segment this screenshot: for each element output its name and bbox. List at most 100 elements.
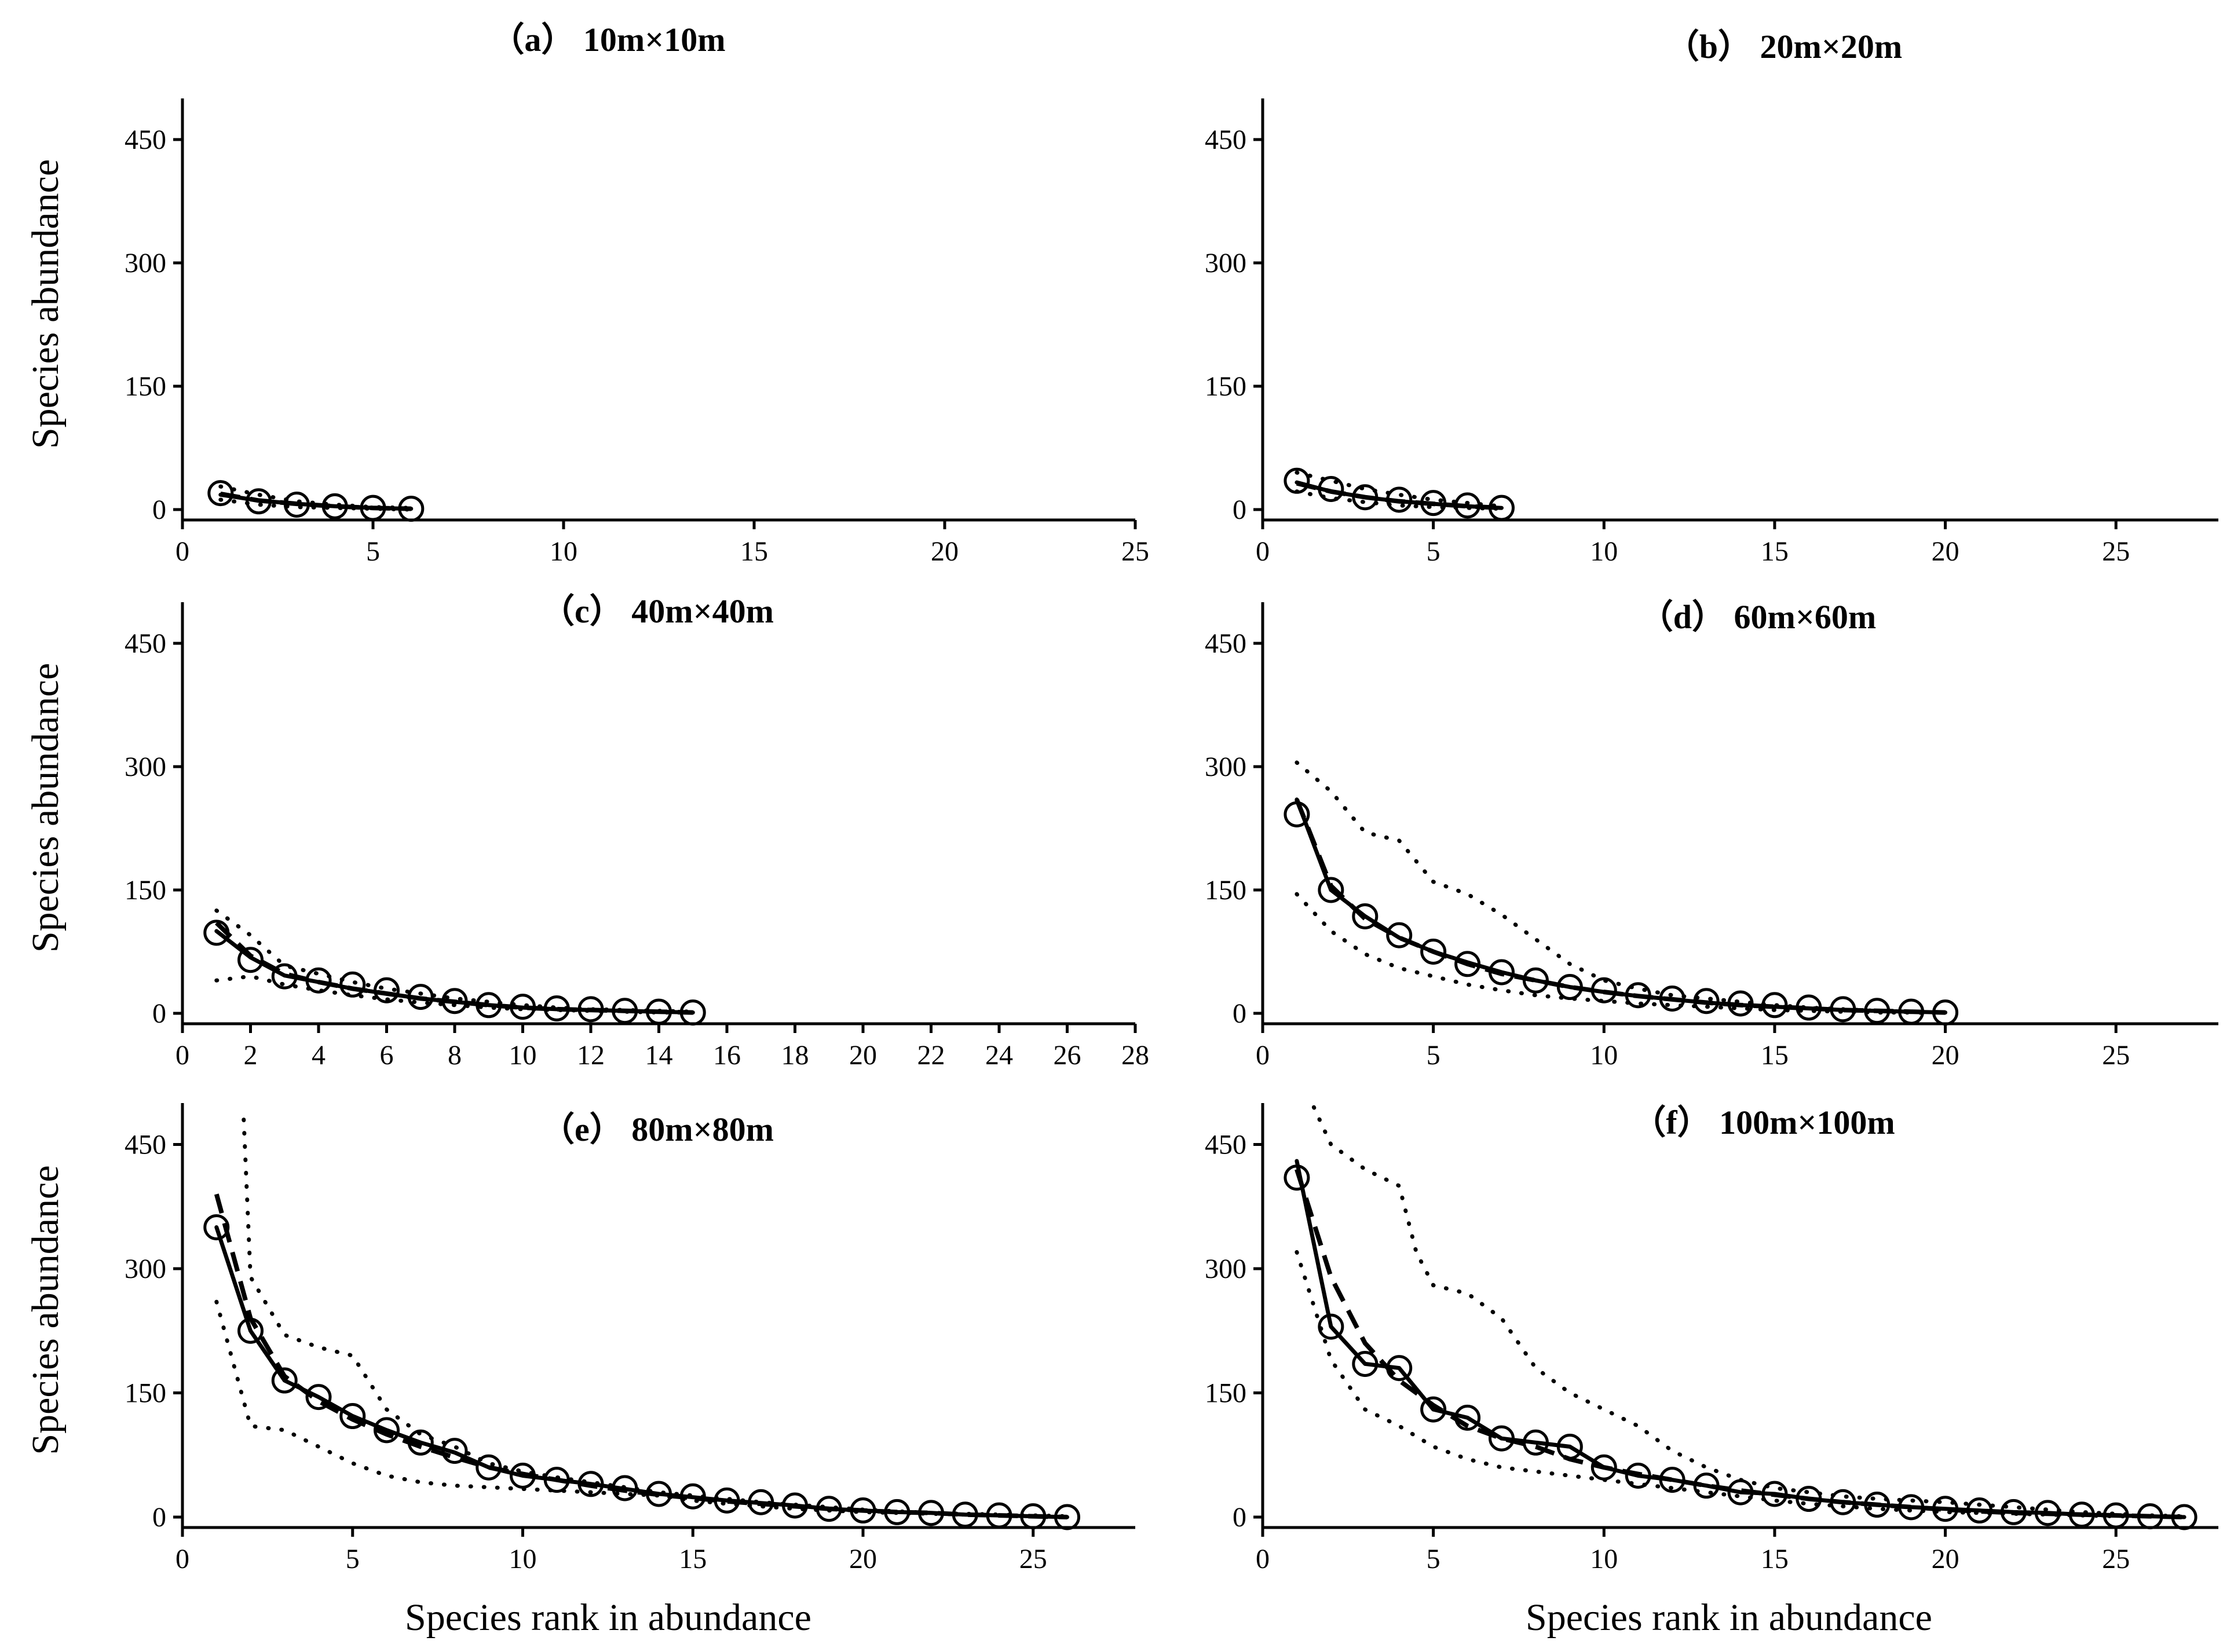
point-a-observed bbox=[207, 480, 234, 507]
x-tick-label-b: 25 bbox=[2102, 536, 2130, 567]
y-axis-label-e: Species abundance bbox=[24, 1165, 67, 1455]
y-tick-label-d: 450 bbox=[1205, 628, 1246, 659]
point-e-observed bbox=[339, 1403, 366, 1430]
x-tick-label-a: 15 bbox=[740, 536, 768, 567]
x-tick-label-c: 2 bbox=[244, 1040, 258, 1071]
x-tick-label-b: 0 bbox=[1256, 536, 1270, 567]
line-a-lower bbox=[218, 497, 414, 512]
x-tick-label-f: 5 bbox=[1427, 1544, 1440, 1574]
x-tick-label-c: 4 bbox=[312, 1040, 326, 1071]
y-tick-label-c: 150 bbox=[125, 875, 166, 906]
line-d-fitted bbox=[1295, 797, 1948, 1015]
line-b-upper bbox=[1295, 470, 1504, 508]
y-tick-label-f: 300 bbox=[1205, 1254, 1246, 1284]
point-c-observed bbox=[237, 947, 264, 973]
x-tick-label-c: 20 bbox=[849, 1040, 877, 1071]
x-tick-label-e: 0 bbox=[175, 1544, 189, 1574]
point-f-observed bbox=[1420, 1396, 1447, 1423]
line-e-lower bbox=[214, 1299, 1069, 1519]
y-tick-label-d: 300 bbox=[1205, 752, 1246, 782]
shared-xlabel-left: Species rank in abundance bbox=[405, 1596, 811, 1639]
x-tick-label-e: 25 bbox=[1019, 1544, 1047, 1574]
panel-c: （c） 40m×40m Species abundance 0 150 300 450 0 2… bbox=[24, 592, 1149, 1071]
line-d-lower bbox=[1295, 892, 1948, 1016]
line-f-fitted bbox=[1295, 1159, 2187, 1519]
x-tick-label-f: 15 bbox=[1761, 1544, 1789, 1574]
y-tick-label-b: 300 bbox=[1205, 248, 1246, 279]
point-f-observed bbox=[1318, 1313, 1344, 1340]
x-tick-label-c: 14 bbox=[645, 1040, 673, 1071]
x-tick-label-f: 0 bbox=[1256, 1544, 1270, 1574]
point-c-observed bbox=[339, 971, 366, 998]
x-tick-label-f: 10 bbox=[1590, 1544, 1618, 1574]
y-tick-label-b: 0 bbox=[1233, 494, 1246, 525]
line-d-mean bbox=[1295, 798, 1946, 1015]
x-tick-label-f: 25 bbox=[2102, 1544, 2130, 1574]
panel-b: （b） 20m×20m 0 150 300 450 0 5 10 15 20 25 bbox=[1205, 28, 2218, 567]
x-tick-label-a: 10 bbox=[550, 536, 577, 567]
x-tick-label-f: 20 bbox=[1932, 1544, 1959, 1574]
y-tick-label-f: 450 bbox=[1205, 1130, 1246, 1160]
x-tick-label-b: 5 bbox=[1427, 536, 1440, 567]
x-tick-label-a: 0 bbox=[175, 536, 189, 567]
line-c-upper bbox=[214, 909, 695, 1014]
x-tick-label-c: 12 bbox=[577, 1040, 605, 1071]
x-tick-label-b: 20 bbox=[1932, 536, 1959, 567]
x-tick-label-d: 5 bbox=[1427, 1040, 1440, 1071]
panel-title-d: （d） 60m×60m bbox=[1640, 598, 1876, 636]
point-e-observed bbox=[203, 1214, 230, 1240]
x-tick-label-e: 15 bbox=[679, 1544, 707, 1574]
panel-title-a: （a） 10m×10m bbox=[491, 21, 725, 58]
y-tick-label-d: 0 bbox=[1233, 998, 1246, 1029]
point-d-observed bbox=[1386, 922, 1413, 948]
x-tick-label-d: 25 bbox=[2102, 1040, 2130, 1071]
x-tick-label-b: 15 bbox=[1761, 536, 1789, 567]
x-tick-label-b: 10 bbox=[1590, 536, 1618, 567]
panel-a: （a） 10m×10m Species abundance 0 150 300 450 0 5… bbox=[24, 21, 1149, 567]
x-tick-label-c: 16 bbox=[713, 1040, 741, 1071]
y-tick-label-e: 450 bbox=[125, 1130, 166, 1160]
y-tick-label-e: 0 bbox=[152, 1502, 166, 1533]
x-tick-label-e: 20 bbox=[849, 1544, 877, 1574]
y-tick-label-c: 0 bbox=[152, 998, 166, 1029]
y-tick-label-e: 150 bbox=[125, 1378, 166, 1409]
y-tick-label-b: 150 bbox=[1205, 371, 1246, 402]
shared-xlabel-right: Species rank in abundance bbox=[1526, 1596, 1932, 1639]
panel-title-b: （b） 20m×20m bbox=[1666, 28, 1902, 65]
line-b-lower bbox=[1295, 489, 1504, 511]
y-tick-label-a: 450 bbox=[125, 124, 166, 155]
line-c-lower bbox=[214, 974, 695, 1015]
line-e-upper bbox=[242, 1118, 1069, 1519]
x-tick-label-d: 20 bbox=[1932, 1040, 1959, 1071]
x-tick-label-c: 8 bbox=[448, 1040, 462, 1071]
panel-f: （f） 100m×100m 0 150 300 450 0 5 10 15 20 25 bbox=[1205, 1103, 2218, 1574]
x-tick-label-a: 20 bbox=[931, 536, 959, 567]
point-d-observed bbox=[1352, 903, 1379, 929]
y-tick-label-d: 150 bbox=[1205, 875, 1246, 906]
y-tick-label-b: 450 bbox=[1205, 124, 1246, 155]
line-c-mean bbox=[215, 921, 693, 1015]
y-tick-label-a: 300 bbox=[125, 248, 166, 279]
x-tick-label-d: 10 bbox=[1590, 1040, 1618, 1071]
y-axis-label-c: Species abundance bbox=[24, 663, 67, 953]
x-tick-label-e: 10 bbox=[509, 1544, 537, 1574]
panel-d: （d） 60m×60m 0 150 300 450 0 5 10 15 20 25 bbox=[1205, 598, 2218, 1071]
x-tick-label-d: 0 bbox=[1256, 1040, 1270, 1071]
panel-e: （e） 80m×80m Species abundance 0 150 300 450 0 5… bbox=[24, 1103, 1135, 1574]
panel-title-c: （c） 40m×40m bbox=[541, 592, 774, 630]
y-tick-label-a: 150 bbox=[125, 371, 166, 402]
y-tick-label-a: 0 bbox=[152, 494, 166, 525]
line-e-fitted bbox=[214, 1225, 1069, 1519]
line-f-lower bbox=[1295, 1250, 2187, 1519]
y-axis-label-a: Species abundance bbox=[24, 159, 67, 449]
y-tick-label-c: 450 bbox=[125, 628, 166, 659]
x-tick-label-c: 22 bbox=[917, 1040, 945, 1071]
y-tick-label-e: 300 bbox=[125, 1254, 166, 1284]
panel-title-e: （e） 80m×80m bbox=[541, 1111, 774, 1148]
line-b-mean bbox=[1296, 481, 1502, 511]
x-tick-label-a: 25 bbox=[1121, 536, 1149, 567]
x-tick-label-e: 5 bbox=[346, 1544, 360, 1574]
x-tick-label-c: 0 bbox=[175, 1040, 189, 1071]
